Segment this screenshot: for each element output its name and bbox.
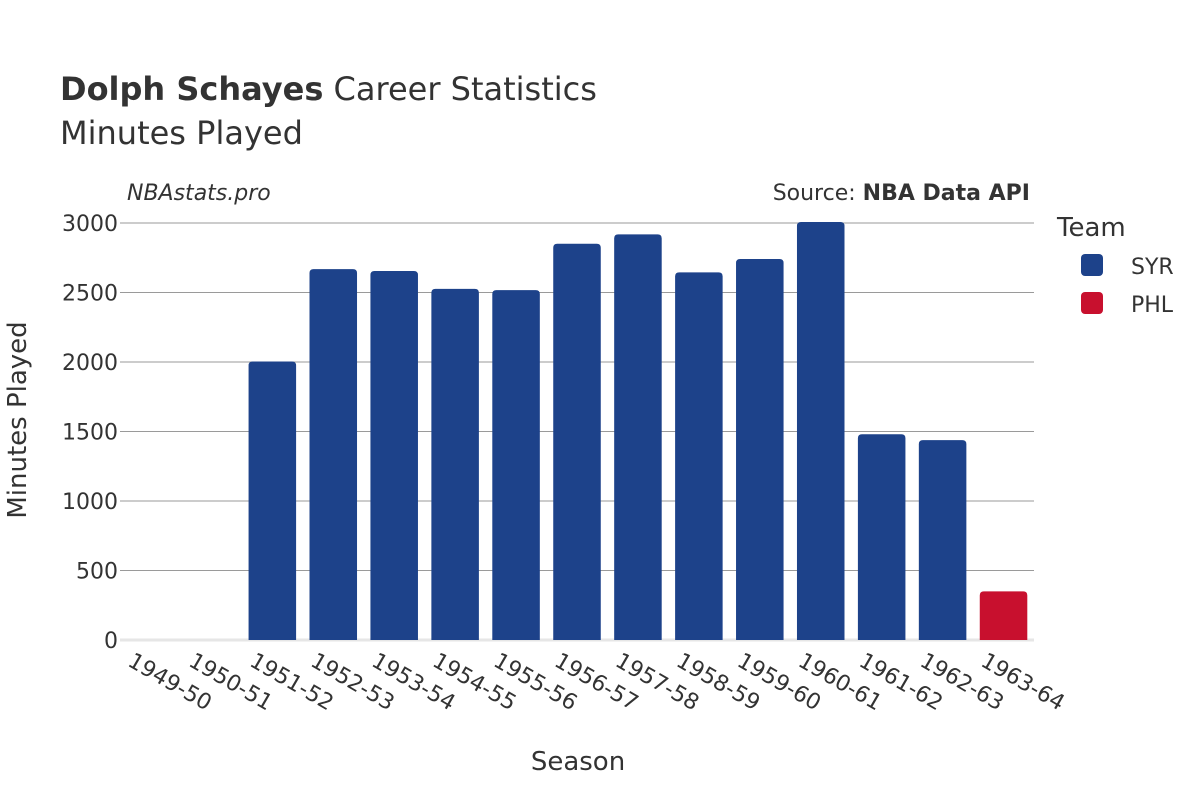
y-tick-label: 1000 xyxy=(62,490,118,515)
x-axis-ticks: 1949-501950-511951-521952-531953-541954-… xyxy=(123,649,1068,717)
source-prefix: Source: xyxy=(773,181,863,206)
bar-syr-1951-52[interactable] xyxy=(248,361,297,640)
y-tick-label: 0 xyxy=(104,629,118,654)
y-tick-label: 2000 xyxy=(62,351,118,376)
brand-watermark: NBAstats.pro xyxy=(127,181,271,206)
y-tick-label: 500 xyxy=(76,560,118,585)
legend-label-syr[interactable]: SYR xyxy=(1131,255,1174,280)
bar-syr-1956-57[interactable] xyxy=(553,243,601,640)
y-axis-title: Minutes Played xyxy=(3,321,33,518)
legend-swatch-syr[interactable] xyxy=(1081,254,1103,276)
y-tick-label: 1500 xyxy=(62,421,118,446)
legend-title: Team xyxy=(1056,213,1126,243)
bar-syr-1959-60[interactable] xyxy=(736,259,784,640)
bar-syr-1955-56[interactable] xyxy=(492,290,540,640)
legend-swatch-phl[interactable] xyxy=(1081,292,1103,314)
legend-items: SYR PHL xyxy=(1081,254,1174,318)
bar-syr-1952-53[interactable] xyxy=(309,269,358,640)
y-tick-label: 3000 xyxy=(62,212,118,237)
bar-syr-1958-59[interactable] xyxy=(675,272,723,640)
bar-syr-1961-62[interactable] xyxy=(857,434,906,640)
bar-syr-1954-55[interactable] xyxy=(431,288,479,640)
source-credit: Source: NBA Data API xyxy=(773,181,1030,206)
y-tick-label: 2500 xyxy=(62,282,118,307)
chart-title-player: Dolph Schayes xyxy=(60,70,323,108)
legend-label-phl[interactable]: PHL xyxy=(1131,293,1174,318)
x-axis-title: Season xyxy=(531,747,625,777)
chart-subtitle: Minutes Played xyxy=(60,114,303,152)
bar-syr-1962-63[interactable] xyxy=(918,440,967,640)
bar-syr-1957-58[interactable] xyxy=(614,234,662,640)
y-axis-ticks: 0 500 1000 1500 2000 2500 3000 xyxy=(62,212,118,654)
bars xyxy=(248,222,1028,641)
legend: Team SYR PHL xyxy=(1056,213,1174,318)
bar-phl-1963-64[interactable] xyxy=(979,591,1028,640)
bar-syr-1960-61[interactable] xyxy=(796,222,845,641)
bar-syr-1953-54[interactable] xyxy=(370,270,418,640)
chart-title: Dolph Schayes Career Statistics xyxy=(60,70,597,108)
source-name: NBA Data API xyxy=(863,181,1030,206)
chart-title-rest: Career Statistics xyxy=(323,70,597,108)
